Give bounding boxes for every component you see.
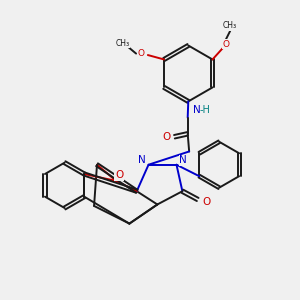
Text: N: N (179, 155, 187, 165)
Text: N: N (138, 155, 146, 165)
Text: O: O (115, 170, 123, 180)
Text: N: N (193, 105, 200, 115)
Text: O: O (162, 132, 171, 142)
Text: O: O (138, 49, 145, 58)
Text: O: O (202, 197, 211, 207)
Text: O: O (222, 40, 229, 49)
Text: CH₃: CH₃ (116, 39, 130, 48)
Text: CH₃: CH₃ (223, 21, 237, 30)
Text: -H: -H (200, 105, 211, 115)
